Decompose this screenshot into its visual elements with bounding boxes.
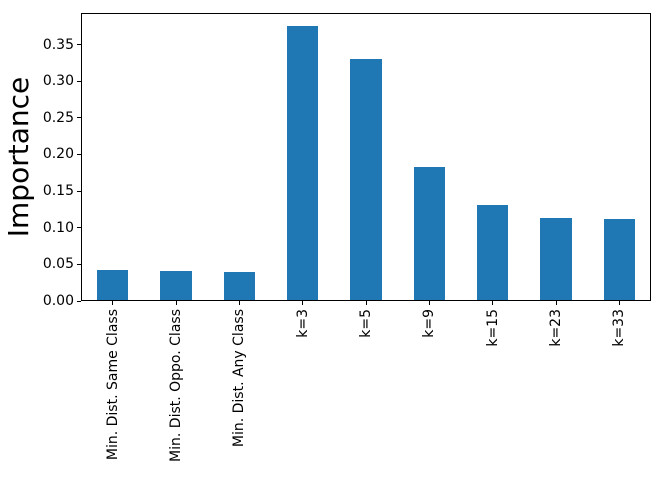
y-tick-label: 0.30	[42, 73, 74, 90]
y-tick-label: 0.35	[42, 36, 74, 53]
x-tick-mark	[492, 301, 494, 305]
bar	[223, 272, 256, 300]
y-tick-label: 0.00	[42, 293, 74, 309]
x-tick-label: k=23	[548, 309, 564, 347]
y-tick-label: 0.05	[42, 256, 74, 273]
bar	[413, 166, 446, 300]
y-tick-mark	[77, 153, 81, 155]
y-tick-label: 0.25	[42, 109, 74, 126]
x-tick-mark	[175, 301, 177, 305]
y-tick-mark	[77, 300, 81, 302]
y-tick-mark	[77, 117, 81, 119]
x-tick-label: Min. Dist. Any Class	[231, 309, 248, 448]
y-tick-mark	[77, 263, 81, 265]
y-tick-label: 0.20	[42, 146, 74, 163]
y-tick-mark	[77, 80, 81, 82]
x-tick-mark	[428, 301, 430, 305]
bar	[603, 218, 636, 300]
x-tick-label: Min. Dist. Same Class	[104, 309, 121, 461]
x-tick-label: k=33	[611, 309, 628, 347]
x-tick-label: k=3	[294, 309, 311, 338]
x-tick-mark	[302, 301, 304, 305]
x-tick-label: k=15	[484, 309, 501, 347]
x-tick-mark	[112, 301, 114, 305]
bar	[476, 205, 509, 300]
x-tick-label: k=9	[421, 309, 438, 338]
x-tick-mark	[618, 301, 620, 305]
bar	[160, 271, 192, 300]
y-tick-mark	[77, 190, 81, 192]
bar	[286, 25, 319, 300]
x-tick-label: Min. Dist. Oppo. Class	[168, 309, 184, 462]
y-tick-mark	[77, 227, 81, 229]
x-tick-mark	[365, 301, 367, 305]
y-tick-mark	[77, 44, 81, 45]
bar	[350, 58, 382, 300]
x-tick-label: k=5	[358, 309, 374, 338]
y-tick-label: 0.10	[42, 219, 74, 236]
y-tick-label: 0.15	[42, 183, 74, 200]
plot-area	[81, 13, 651, 301]
x-tick-mark	[555, 301, 557, 305]
bar	[96, 269, 129, 300]
bar	[540, 217, 572, 300]
x-tick-mark	[238, 301, 240, 305]
